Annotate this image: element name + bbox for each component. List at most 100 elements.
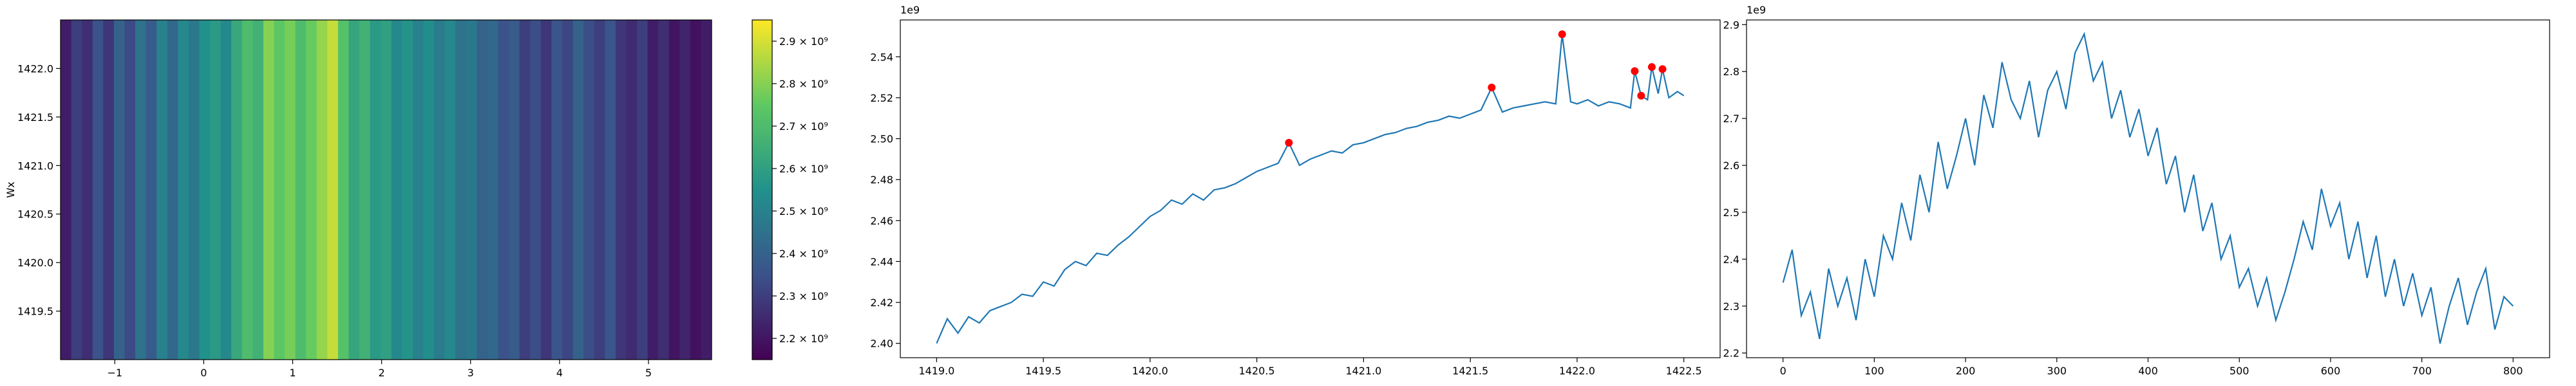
x-tick-label: 700 (2412, 365, 2432, 377)
heatmap-column (487, 20, 499, 360)
heatmap-column (316, 20, 328, 360)
heatmap-column (263, 20, 275, 360)
y-tick-label: 1420.0 (17, 257, 53, 269)
x-tick-label: 1421.0 (1345, 365, 1381, 377)
heatmap-column (498, 20, 509, 360)
heatmap-column (327, 20, 339, 360)
heatmap-column (178, 20, 189, 360)
x-tick-label: 100 (1864, 365, 1884, 377)
heatmap-column (540, 20, 552, 360)
heatmap-column (220, 20, 232, 360)
heatmap-column (391, 20, 402, 360)
axes-frame (1746, 19, 2550, 358)
heatmap-column (509, 20, 520, 360)
heatmap-column (231, 20, 243, 360)
axes-frame (900, 19, 1721, 358)
y-tick-label: 2.2 (1723, 347, 1739, 360)
heatmap-column (274, 20, 285, 360)
heatmap-column (444, 20, 456, 360)
heatmap-column (477, 20, 488, 360)
offset-label: 1e9 (1747, 4, 1766, 16)
heatmap-column (135, 20, 147, 360)
x-tick-label: 1421.5 (1452, 365, 1488, 377)
x-tick-label: 800 (2503, 365, 2523, 377)
peak-marker (1631, 67, 1639, 75)
heatmap-column (455, 20, 467, 360)
x-tick-label: 4 (556, 367, 563, 379)
heatmap-column (359, 20, 371, 360)
heatmap-column (82, 20, 93, 360)
heatmap-column (370, 20, 381, 360)
heatmap-column (647, 20, 659, 360)
heatmap-column (519, 20, 531, 360)
x-tick-label: 500 (2230, 365, 2249, 377)
heatmap-column (701, 20, 712, 360)
y-tick-label: 2.52 (870, 92, 893, 104)
y-tick-label: 2.50 (870, 133, 893, 145)
y-tick-label: 2.3 (1723, 300, 1739, 313)
heatmap-column (167, 20, 178, 360)
x-tick-label: 1422.5 (1666, 365, 1702, 377)
heatmap-column (605, 20, 616, 360)
y-tick-label: 1421.5 (17, 111, 53, 124)
y-tick-label: 2.9 (1723, 19, 1739, 31)
heatmap-column (61, 20, 72, 360)
heatmap-column (583, 20, 595, 360)
heatmap-column (562, 20, 574, 360)
y-tick-label: 2.46 (870, 215, 893, 227)
x-tick-label: 1420.5 (1239, 365, 1275, 377)
peak-marker (1647, 63, 1656, 71)
heatmap-column (530, 20, 542, 360)
heatmap-column (636, 20, 649, 360)
peak-marker (1658, 65, 1667, 73)
x-tick-label: 1419.5 (1025, 365, 1061, 377)
heatmap-column (92, 20, 104, 360)
heatmap-column (466, 20, 477, 360)
y-tick-label: 1421.0 (17, 160, 53, 172)
heatmap (61, 20, 712, 360)
x-tick-label: 0 (200, 367, 207, 379)
heatmap-column (412, 20, 424, 360)
heatmap-column (199, 20, 211, 360)
heatmap-column (337, 20, 350, 360)
y-tick-label: 2.4 (1723, 253, 1739, 266)
heatmap-column (679, 20, 691, 360)
axes-frame (60, 19, 712, 360)
heatmap-column (113, 20, 126, 360)
y-tick-label: 1420.5 (17, 208, 53, 221)
x-tick-label: 1 (289, 367, 296, 379)
colorbar-tick-label: 2.7 × 10⁹ (779, 120, 828, 133)
x-tick-label: 0 (1780, 365, 1786, 377)
heatmap-column (402, 20, 413, 360)
x-tick-label: 1422.0 (1559, 365, 1595, 377)
colorbar-tick-label: 2.5 × 10⁹ (779, 205, 828, 217)
heatmap-column (252, 20, 264, 360)
x-tick-label: 1420.0 (1132, 365, 1168, 377)
heatmap-column (626, 20, 638, 360)
y-axis-label: Wx (5, 181, 17, 198)
peak-marker (1488, 84, 1496, 91)
x-tick-label: 300 (2047, 365, 2067, 377)
heatmap-column (594, 20, 605, 360)
y-tick-label: 2.42 (870, 297, 893, 309)
x-tick-label: −1 (107, 367, 122, 379)
heatmap-column (285, 20, 296, 360)
x-tick-label: 1419.0 (918, 365, 954, 377)
peak-marker (1558, 30, 1566, 39)
heatmap-column (381, 20, 392, 360)
y-tick-label: 2.5 (1723, 207, 1739, 219)
heatmap-column (690, 20, 702, 360)
heatmap-column (615, 20, 627, 360)
colorbar-tick-label: 2.9 × 10⁹ (779, 35, 828, 48)
data-line (1782, 32, 2514, 344)
x-tick-label: 600 (2321, 365, 2341, 377)
heatmap-column (423, 20, 435, 360)
heatmap-column (242, 20, 253, 360)
peak-marker (1637, 91, 1645, 100)
heatmap-column (658, 20, 670, 360)
colorbar (752, 19, 773, 360)
colorbar-tick-label: 2.8 × 10⁹ (779, 78, 828, 90)
y-tick-label: 2.40 (870, 338, 893, 350)
heatmap-column (188, 20, 200, 360)
